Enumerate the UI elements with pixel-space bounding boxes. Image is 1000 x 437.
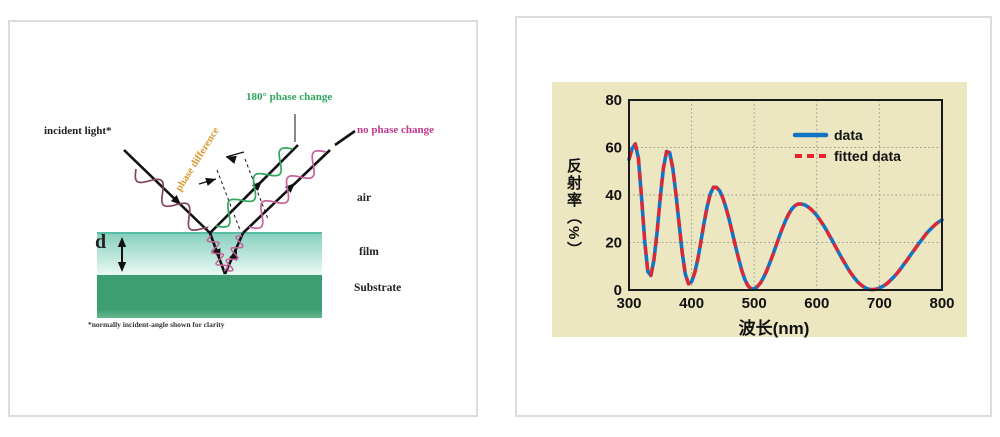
phase-arrow-top <box>225 151 245 158</box>
legend-data-label: data <box>834 127 863 143</box>
footnote: *normally incident-angle shown for clari… <box>88 320 225 329</box>
diagram-panel: incident light* 180° phase change no pha… <box>8 20 478 417</box>
arrowhead <box>170 195 181 205</box>
substrate-layer <box>97 275 322 318</box>
x-tick-label: 600 <box>804 295 829 312</box>
chart-panel: 300 400 500 600 700 800 0 20 40 60 80 data fitted … <box>515 16 992 417</box>
incident-light-label: incident light* <box>44 125 112 137</box>
y-tick-label: 20 <box>605 235 622 252</box>
film-label: film <box>359 246 379 258</box>
y-tick-label: 60 <box>605 140 622 157</box>
x-tick-label: 300 <box>616 295 641 312</box>
x-tick-label: 700 <box>867 295 892 312</box>
y-tick-label: 0 <box>614 282 622 299</box>
no-phase-change-label: no phase change <box>357 124 435 136</box>
exit-ray-continuation <box>334 129 356 147</box>
x-tick-label: 400 <box>679 295 704 312</box>
tick-labels: 300 400 500 600 700 800 0 20 40 60 80 <box>605 92 954 312</box>
x-tick-label: 500 <box>742 295 767 312</box>
curves <box>627 142 944 292</box>
arrowhead <box>226 155 237 164</box>
plot-background: 300 400 500 600 700 800 0 20 40 60 80 data fitted … <box>552 82 967 338</box>
gridlines <box>629 100 942 290</box>
in-film-wave-down <box>206 235 229 272</box>
fitted-data-series-line <box>627 142 943 292</box>
x-axis-label: 波长(nm) <box>738 319 810 338</box>
phase-guide-dashed-1 <box>216 169 241 231</box>
exit-ray <box>242 149 331 234</box>
y-tick-label: 80 <box>605 92 622 109</box>
substrate-label: Substrate <box>354 282 402 294</box>
exit-wave-magenta <box>248 149 327 230</box>
air-label: air <box>357 192 372 204</box>
phase-change-180-label: 180° phase change <box>246 91 333 103</box>
data-series-line <box>627 142 944 292</box>
arrowhead <box>229 250 237 261</box>
y-axis-label: 反射率（%） <box>565 158 582 259</box>
reflectance-chart: 300 400 500 600 700 800 0 20 40 60 80 data fitted … <box>605 92 954 312</box>
phase-guide-dashed-2 <box>244 158 269 220</box>
x-tick-label: 800 <box>929 295 954 312</box>
plot-frame <box>628 99 943 291</box>
legend-fitted-label: fitted data <box>834 148 901 164</box>
legend: data fitted data <box>792 127 901 164</box>
reflected-wave-green <box>215 147 294 228</box>
incident-wave <box>134 168 209 231</box>
thickness-label: d <box>95 231 107 253</box>
in-film-wave-up <box>225 235 244 272</box>
arrowhead <box>205 177 216 186</box>
thin-film-diagram <box>97 114 356 318</box>
incident-ray <box>123 149 211 234</box>
arrowhead <box>117 262 127 272</box>
arrowhead <box>284 183 295 193</box>
arrowhead <box>252 181 262 191</box>
y-tick-label: 40 <box>605 187 622 204</box>
film-layer <box>97 233 322 275</box>
arrowhead <box>117 237 127 247</box>
